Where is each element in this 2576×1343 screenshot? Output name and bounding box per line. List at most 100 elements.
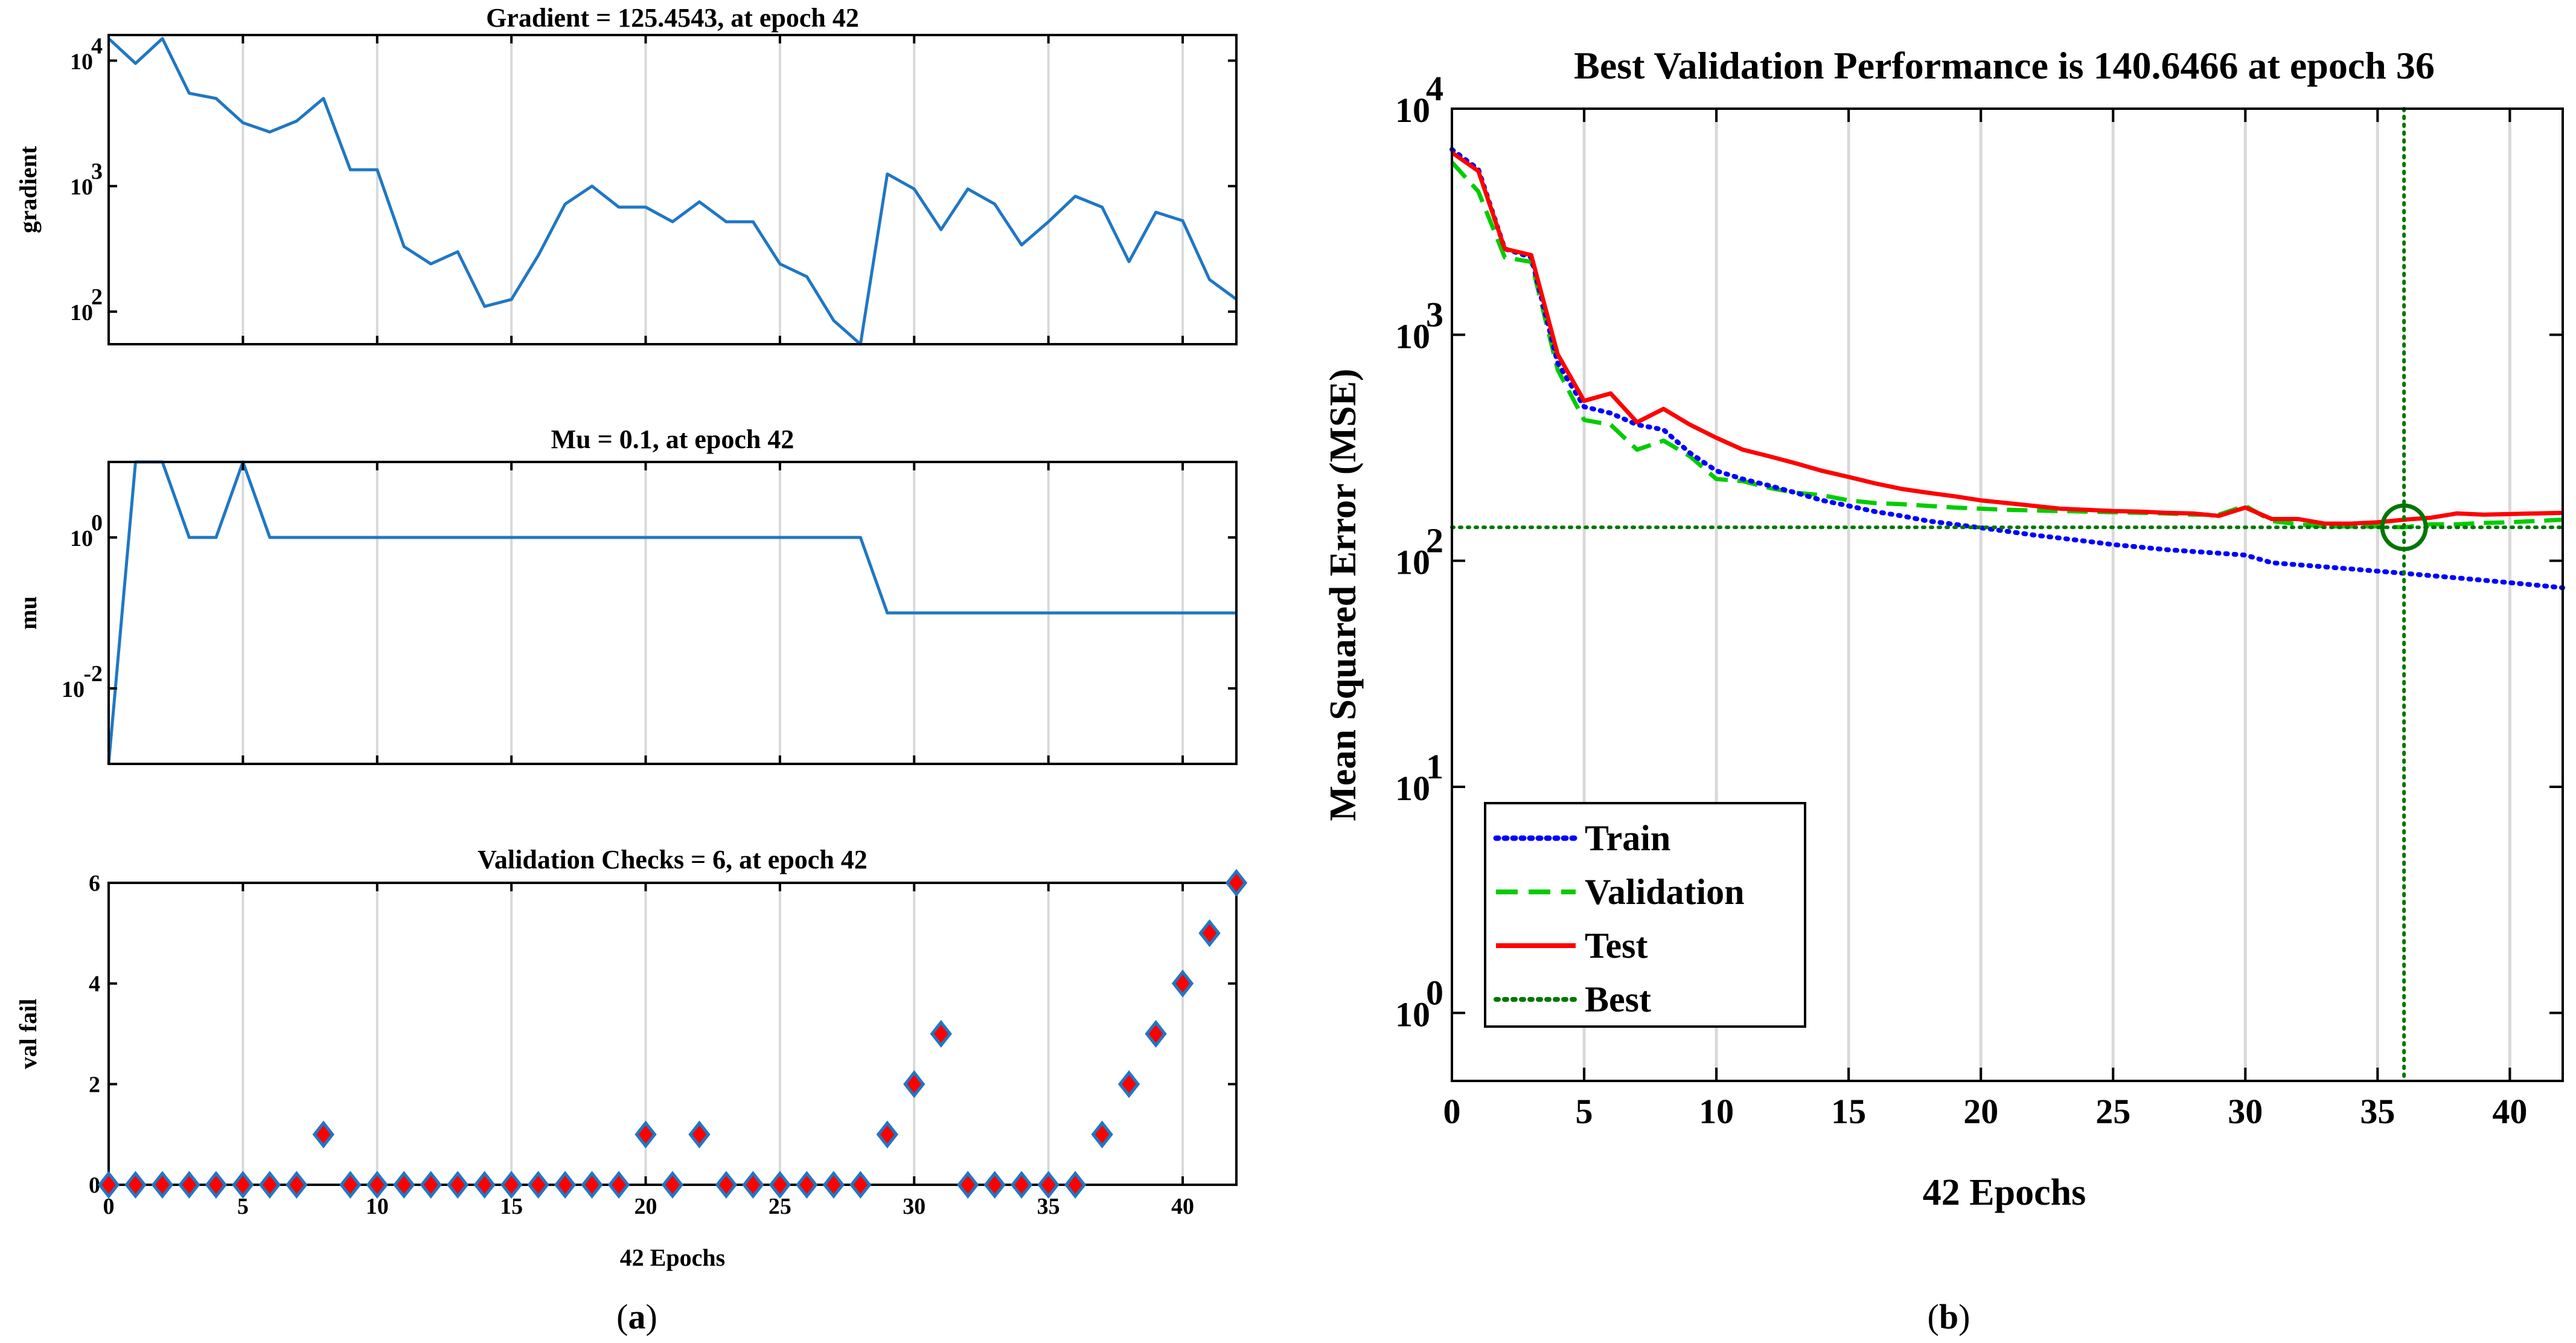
valchecks-marker-epoch-29 (876, 1120, 898, 1149)
gradient-ytick-exponent: 2 (91, 284, 103, 310)
mu-grid (241, 462, 1184, 764)
valchecks-marker-epoch-17 (554, 1170, 577, 1199)
performance-xtick-label: 10 (1699, 1092, 1734, 1131)
valchecks-marker-epoch-6 (258, 1170, 281, 1199)
valchecks-ylabel: val fail (14, 999, 42, 1069)
performance-xtick-label: 0 (1443, 1092, 1461, 1131)
performance-line-layer (1449, 147, 2565, 591)
mu-ytick-exponent: -2 (83, 661, 103, 687)
gradient-axes-box (107, 34, 1238, 345)
valchecks-marker-epoch-37 (1091, 1120, 1113, 1149)
valchecks-marker-epoch-21 (661, 1170, 684, 1199)
valchecks-xlabel: 42 Epochs (620, 1244, 726, 1271)
valchecks-marker-epoch-41 (1198, 919, 1221, 947)
valchecks-marker-epoch-20 (634, 1120, 657, 1149)
performance-train-line (1449, 147, 2565, 591)
performance-ytick-exponent: 2 (1426, 521, 1443, 560)
performance-xlabel: 42 Epochs (1923, 1172, 2086, 1213)
valchecks-title: Validation Checks = 6, at epoch 42 (478, 845, 868, 874)
caption-b-letter: b (1939, 1297, 1958, 1336)
valchecks-marker-epoch-34 (1011, 1170, 1033, 1199)
valchecks-marker-epoch-12 (420, 1170, 442, 1199)
valchecks-marker-epoch-2 (151, 1170, 174, 1199)
gradient-line (107, 37, 1238, 346)
valchecks-xtick-label: 0 (103, 1194, 115, 1219)
performance-legend: Train Validation Test Best (1484, 802, 1806, 1028)
performance-xtick-label: 35 (2360, 1092, 2395, 1131)
gradient-ytick-base: 10 (70, 300, 93, 325)
gradient-line-layer (107, 37, 1238, 346)
valchecks-xtick-label: 30 (903, 1194, 925, 1219)
valchecks-marker-epoch-23 (715, 1170, 738, 1199)
valchecks-marker-epoch-42 (1225, 868, 1248, 897)
performance-xtick-label: 20 (1963, 1092, 1998, 1131)
mu-title: Mu = 0.1, at epoch 42 (551, 425, 794, 454)
performance-ytick-base: 10 (1395, 769, 1430, 808)
valchecks-xtick-label: 20 (634, 1194, 657, 1219)
performance-ylabel: Mean Squared Error (MSE) (1323, 368, 1364, 821)
valchecks-marker-epoch-40 (1171, 969, 1194, 998)
caption-b-open: ( (1928, 1297, 1939, 1336)
performance-xtick-label: 15 (1831, 1092, 1866, 1131)
legend-train-label: Train (1585, 818, 1670, 858)
valchecks-marker-epoch-4 (205, 1170, 228, 1199)
valchecks-marker-epoch-15 (500, 1170, 523, 1199)
valchecks-xtick-label: 5 (237, 1194, 249, 1219)
valchecks-marker-epoch-22 (688, 1120, 711, 1149)
valchecks-marker-epoch-0 (97, 1170, 120, 1199)
valchecks-marker-epoch-26 (796, 1170, 818, 1199)
gradient-ytick-exponent: 3 (91, 159, 103, 184)
performance-title: Best Validation Performance is 140.6466 … (1574, 44, 2435, 87)
performance-xtick-label: 25 (2095, 1092, 2130, 1131)
valchecks-marker-epoch-16 (527, 1170, 549, 1199)
caption-b-close: ) (1958, 1297, 1970, 1336)
valchecks-marker-epoch-10 (366, 1170, 388, 1199)
valchecks-marker-epoch-30 (903, 1070, 925, 1098)
valchecks-marker-epoch-1 (124, 1170, 147, 1199)
valchecks-marker-epoch-13 (447, 1170, 469, 1199)
legend-validation-label: Validation (1585, 872, 1745, 912)
valchecks-marker-epoch-33 (983, 1170, 1006, 1199)
valchecks-marker-epoch-27 (822, 1170, 845, 1199)
performance-best-circle (2380, 503, 2428, 551)
valchecks-ytick-label: 4 (89, 972, 100, 997)
valchecks-marker-epoch-3 (178, 1170, 200, 1199)
mu-ylabel: mu (14, 596, 42, 630)
performance-ytick-exponent: 0 (1426, 973, 1443, 1012)
legend-best-label: Best (1585, 979, 1651, 1019)
valchecks-marker-epoch-32 (957, 1170, 979, 1199)
legend-test-label: Test (1585, 926, 1648, 966)
valchecks-xtick-label: 40 (1171, 1194, 1194, 1219)
performance-xtick-label: 30 (2228, 1092, 2263, 1131)
valchecks-ytick-label: 6 (89, 871, 100, 896)
valchecks-marker-epoch-14 (473, 1170, 496, 1199)
performance-ytick-base: 10 (1395, 995, 1430, 1034)
performance-ytick-base: 10 (1395, 543, 1430, 582)
performance-ytick-exponent: 3 (1426, 295, 1443, 334)
caption-a-close: ) (646, 1297, 657, 1336)
valchecks-marker-epoch-38 (1117, 1070, 1140, 1098)
valchecks-marker-epoch-25 (769, 1170, 791, 1199)
gradient-title: Gradient = 125.4543, at epoch 42 (486, 3, 859, 33)
caption-a-letter: a (628, 1297, 646, 1336)
performance-axes-box (1451, 107, 2564, 1082)
mu-ytick-base: 10 (70, 526, 93, 551)
valchecks-marker-epoch-5 (232, 1170, 254, 1199)
mu-axes-box (107, 461, 1238, 765)
performance-ytick-base: 10 (1395, 91, 1430, 130)
mu-ytick-exponent: 0 (91, 510, 103, 536)
valchecks-ytick-label: 0 (89, 1173, 100, 1198)
valchecks-grid (241, 883, 1184, 1185)
valchecks-axes-box (107, 882, 1238, 1186)
valchecks-marker-epoch-9 (339, 1170, 362, 1199)
mu-ytick-base: 10 (62, 677, 85, 702)
valchecks-marker-epoch-7 (286, 1170, 308, 1199)
performance-xtick-label: 40 (2492, 1092, 2527, 1131)
gradient-ylabel: gradient (14, 146, 42, 233)
valchecks-marker-epoch-19 (607, 1170, 630, 1199)
